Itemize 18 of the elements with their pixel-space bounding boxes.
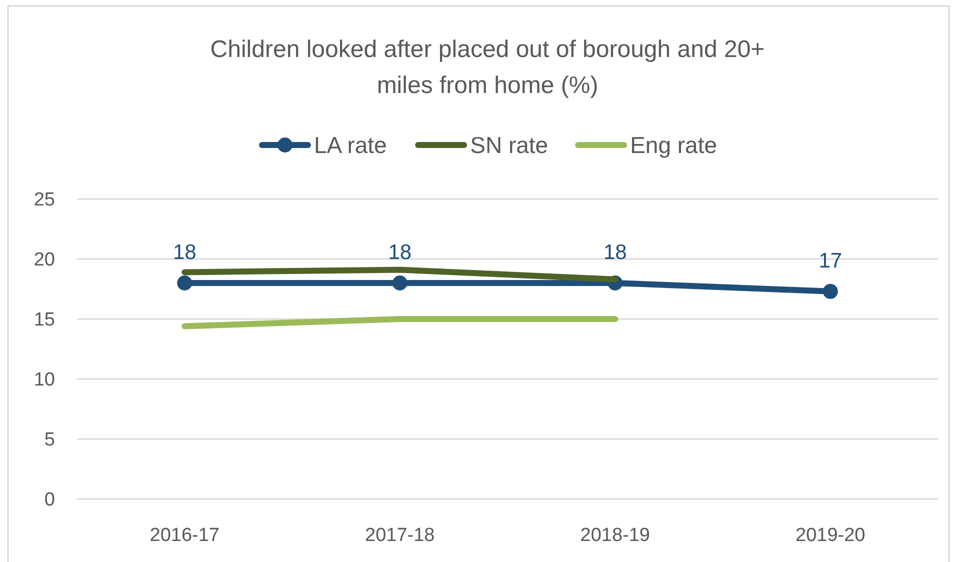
data-label: 18 bbox=[603, 241, 627, 264]
x-tick-label: 2018-19 bbox=[580, 525, 650, 546]
legend-label: Eng rate bbox=[630, 132, 718, 158]
y-tick-label: 25 bbox=[34, 190, 55, 211]
y-tick-label: 5 bbox=[44, 430, 55, 451]
data-label: 17 bbox=[818, 249, 842, 272]
y-tick-label: 20 bbox=[34, 250, 55, 271]
y-tick-label: 15 bbox=[34, 310, 55, 331]
legend-label: LA rate bbox=[314, 132, 387, 158]
legend-label: SN rate bbox=[470, 132, 548, 158]
x-tick-label: 2017-18 bbox=[365, 525, 435, 546]
y-tick-label: 0 bbox=[44, 490, 55, 511]
x-tick-label: 2019-20 bbox=[796, 525, 866, 546]
x-tick-label: 2016-17 bbox=[150, 525, 220, 546]
chart-title: Children looked after placed out of borough and 20+ miles from home (%) bbox=[210, 36, 765, 99]
data-label: 18 bbox=[172, 241, 196, 264]
data-label: 18 bbox=[388, 241, 412, 264]
y-tick-label: 10 bbox=[34, 370, 55, 391]
